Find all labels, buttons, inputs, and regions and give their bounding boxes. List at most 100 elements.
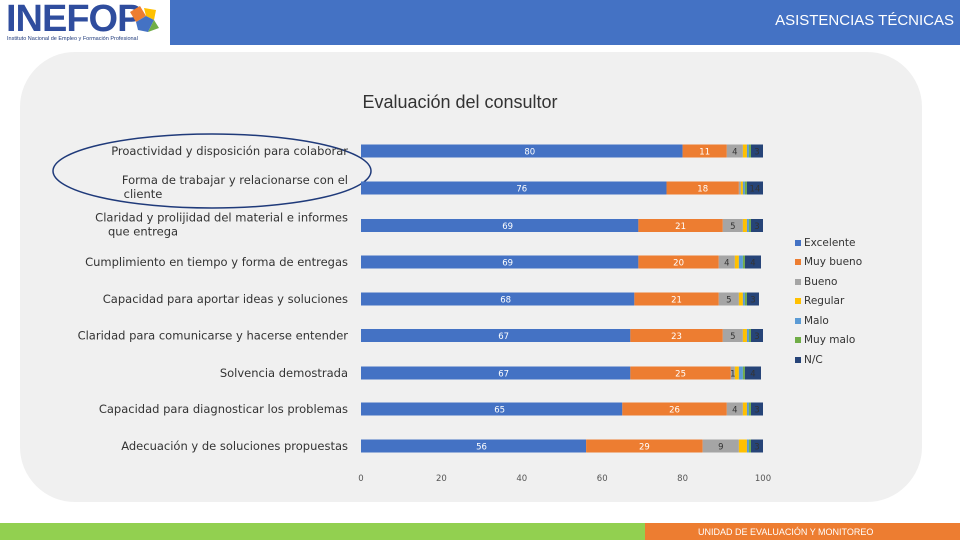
legend-label: Excelente	[804, 236, 856, 249]
data-label: 3	[750, 296, 755, 306]
data-label: 4	[732, 406, 737, 416]
data-label: 69	[502, 259, 513, 269]
data-label: 3	[754, 222, 759, 232]
bar-segment-muy-malo	[748, 329, 751, 342]
bar-segment-bueno	[722, 329, 743, 342]
bar-segment-n-c	[744, 255, 761, 269]
bar-segment-excelente	[361, 144, 683, 158]
bar-segment-malo	[738, 366, 743, 380]
bar-segment-muy-malo	[744, 292, 747, 306]
legend-label: Muy bueno	[804, 256, 863, 269]
legend-item: N/C	[795, 350, 862, 370]
bar-segment-regular	[740, 181, 743, 195]
chart-legend: Excelente Muy bueno Bueno Regular Malo Muy ma…	[795, 233, 862, 370]
bar-segment-muy-bueno	[638, 255, 719, 269]
data-label: 1	[730, 370, 735, 380]
logo-mark-icon	[130, 6, 159, 32]
bar-segment-bueno	[718, 255, 735, 269]
bar-segment-malo	[746, 219, 749, 232]
bar-segment-n-c	[750, 219, 763, 232]
legend-swatch	[795, 239, 801, 246]
data-label: 23	[671, 332, 682, 342]
bar-segment-excelente	[361, 181, 667, 195]
bar-segment-n-c	[750, 144, 763, 158]
legend-label: Bueno	[804, 275, 838, 288]
bar-segment-n-c	[750, 402, 763, 416]
bar-segment-regular	[738, 292, 743, 306]
bar-segment-muy-malo	[748, 144, 751, 158]
legend-item: Regular	[795, 292, 862, 312]
bar-segment-malo	[742, 181, 745, 195]
bar-segment-muy-bueno	[622, 402, 727, 416]
data-label: 29	[639, 443, 650, 453]
bar-segment-bueno	[730, 366, 735, 380]
bar-segment-excelente	[361, 366, 631, 380]
data-label: 69	[502, 222, 513, 232]
category-label: Proactividad y disposición para colabora…	[111, 144, 348, 158]
data-label: 56	[476, 443, 487, 453]
data-label: 3	[754, 406, 759, 416]
legend-label: Muy malo	[804, 334, 856, 347]
bar-segment-bueno	[726, 144, 743, 158]
category-label: Claridad para comunicarse y hacerse ente…	[78, 329, 349, 343]
bar-segment-muy-bueno	[586, 439, 703, 453]
legend-label: Malo	[804, 314, 829, 327]
bar-segment-regular	[734, 366, 739, 380]
category-label: Cumplimiento en tiempo y forma de entreg…	[85, 255, 348, 269]
data-label: 4	[724, 259, 729, 269]
bar-segment-regular	[742, 329, 747, 342]
data-label: 4	[750, 259, 755, 269]
data-label: 5	[730, 332, 735, 342]
bar-segment-muy-malo	[744, 181, 747, 195]
bar-segment-malo	[746, 329, 749, 342]
data-label: 21	[675, 222, 686, 232]
category-label: Forma de trabajar y relacionarse con el c…	[122, 173, 348, 201]
bar-segment-malo	[746, 144, 749, 158]
data-label: 67	[498, 370, 509, 380]
bar-segment-muy-bueno	[630, 366, 731, 380]
bar-segment-muy-malo	[742, 366, 745, 380]
footer-text: UNIDAD DE EVALUACIÓN Y MONITOREO	[698, 527, 874, 537]
chart-title: Evaluación del consultor	[362, 92, 558, 112]
bar-segment-malo	[738, 255, 743, 269]
logo-subtitle: Instituto Nacional de Empleo y Formación…	[7, 36, 138, 42]
legend-label: N/C	[804, 353, 823, 366]
bar-segment-n-c	[750, 329, 763, 342]
bar-segment-muy-bueno	[630, 329, 723, 342]
x-tick-label: 0	[358, 474, 363, 484]
data-label: 3	[754, 148, 759, 158]
bar-segment-muy-bueno	[666, 181, 739, 195]
highlight-ellipse	[52, 133, 372, 209]
category-label: Claridad y prolijidad del material e inf…	[95, 211, 348, 239]
legend-swatch	[795, 298, 801, 305]
footer-green-bar	[0, 523, 645, 540]
footer-orange-bar	[645, 523, 960, 540]
chart-panel	[20, 52, 922, 502]
page-header-title: ASISTENCIAS TÉCNICAS	[775, 12, 954, 29]
bar-segment-excelente	[361, 402, 623, 416]
bar-segment-excelente	[361, 439, 587, 453]
data-label: 9	[718, 443, 723, 453]
bar-segment-bueno	[726, 402, 743, 416]
logo: INEFOP Instituto Nacional de Empleo y Fo…	[0, 0, 170, 45]
data-label: 5	[726, 296, 731, 306]
bar-segment-regular	[742, 219, 747, 232]
bar-segment-malo	[742, 292, 745, 306]
bar-segment-n-c	[746, 292, 759, 306]
x-tick-label: 20	[436, 474, 447, 484]
bar-segment-muy-malo	[748, 219, 751, 232]
bar-segment-regular	[742, 144, 747, 158]
legend-item: Malo	[795, 311, 862, 331]
data-label: 14	[750, 185, 761, 195]
legend-swatch	[795, 278, 801, 285]
legend-swatch	[795, 337, 801, 344]
bar-segment-excelente	[361, 292, 635, 306]
logo-text: INEFOP	[6, 0, 142, 40]
bar-segment-malo	[746, 439, 749, 453]
bar-segment-muy-bueno	[638, 219, 723, 232]
legend-item: Bueno	[795, 272, 862, 292]
bar-segment-muy-malo	[748, 402, 751, 416]
bar-segment-excelente	[361, 255, 639, 269]
category-label: Capacidad para diagnosticar los problema…	[99, 402, 348, 416]
